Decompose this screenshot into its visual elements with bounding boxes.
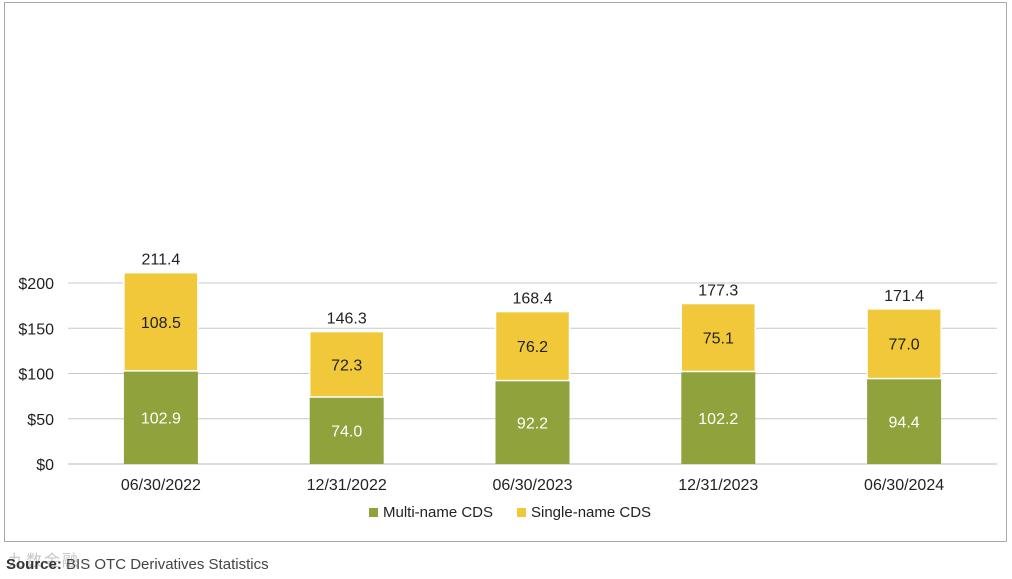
bar-multi-name [123,370,198,464]
data-label-multi-name: 92.2 [517,415,548,432]
data-label-single-name: 72.3 [331,357,362,374]
data-label-single-name: 75.1 [703,331,734,348]
x-tick-label: 06/30/2023 [492,477,572,494]
data-label-single-name: 108.5 [141,315,181,332]
watermark-logo: 九数金融 [8,553,81,570]
total-label: 168.4 [512,291,552,308]
total-label: 177.3 [698,283,738,300]
bar-multi-name [867,378,942,464]
data-label-multi-name: 74.0 [331,424,362,441]
bar-single-name [308,330,385,398]
total-label: 171.4 [884,288,924,305]
x-tick-label: 06/30/2022 [121,477,201,494]
legend-swatch-single-name [517,508,526,517]
x-tick-label: 12/31/2022 [307,477,387,494]
bar-multi-name [495,380,570,464]
data-label-multi-name: 94.4 [889,414,920,431]
source-label: Source: [6,556,62,573]
x-tick-label: 06/30/2024 [864,477,944,494]
total-label: 146.3 [327,311,367,328]
bar-multi-name [309,397,384,464]
y-tick-label: $200 [18,276,54,293]
source-note: Source: BIS OTC Derivatives Statistics [6,556,269,573]
bar-single-name [680,302,757,373]
x-axis-ticks: 06/30/2022 12/31/2022 06/30/2023 12/31/2023… [121,477,944,494]
data-label-single-name: 76.2 [517,339,548,356]
y-tick-label: $0 [36,457,54,474]
bar-single-name [123,271,199,372]
y-tick-label: $100 [18,367,54,384]
y-tick-label: $50 [27,412,54,429]
bar-single-name [866,308,942,380]
bar-single-name [494,310,571,382]
source-text: BIS OTC Derivatives Statistics [61,556,269,573]
legend-swatch-multi-name [369,508,378,517]
total-label: 211.4 [141,252,180,269]
legend-label-multi-name: Multi-name CDS [383,504,493,521]
legend-label-single-name: Single-name CDS [531,504,651,521]
bar-multi-name [681,371,756,464]
data-label-single-name: 77.0 [889,337,920,354]
y-tick-label: $150 [18,321,54,338]
data-label-multi-name: 102.9 [141,410,181,427]
data-label-multi-name: 102.2 [698,411,738,428]
bars: 102.9 108.5 211.4 74.0 72.3 146.3 92.2 76.2 168.… [123,252,942,464]
x-tick-label: 12/31/2023 [678,477,758,494]
legend: Multi-name CDS Single-name CDS [369,504,651,521]
y-axis-ticks: $0 $50 $100 $150 $200 [18,276,54,474]
